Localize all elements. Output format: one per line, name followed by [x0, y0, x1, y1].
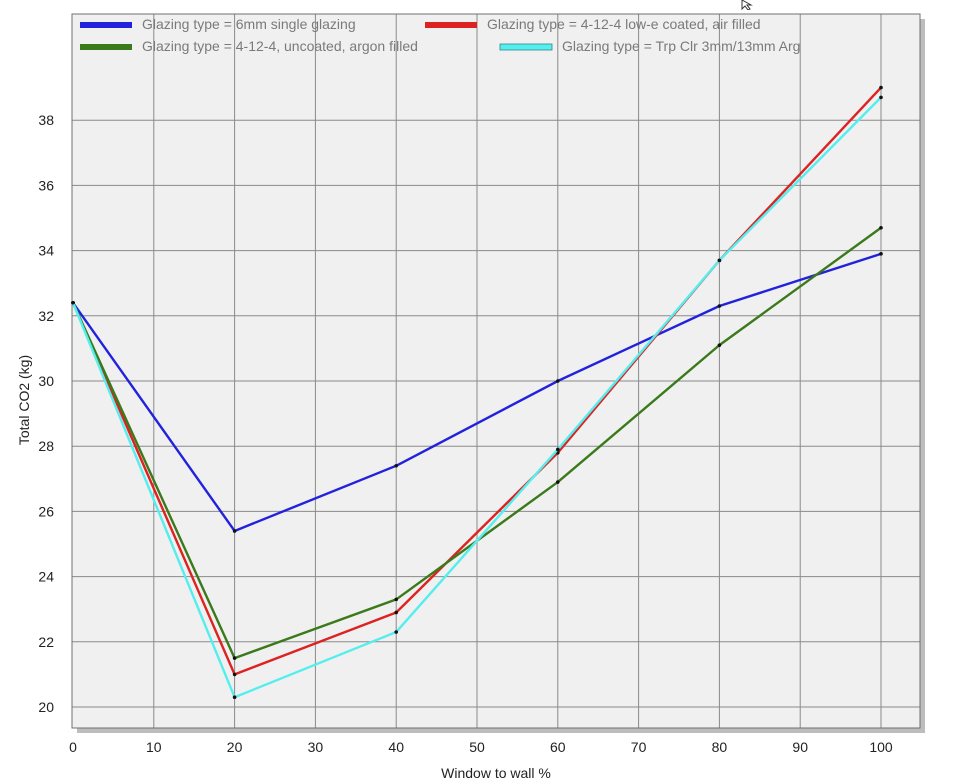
x-tick-label: 20 [227, 739, 243, 755]
y-tick-label: 32 [38, 308, 54, 324]
legend-label: Glazing type = Trp Clr 3mm/13mm Arg [562, 38, 800, 54]
data-point [71, 300, 75, 305]
y-tick-label: 36 [38, 177, 54, 193]
plot-background [72, 14, 920, 728]
y-tick-label: 26 [38, 503, 54, 519]
mouse-pointer-icon [741, 0, 753, 10]
x-tick-label: 50 [469, 739, 485, 755]
series-line [72, 252, 882, 533]
legend-swatch [499, 43, 553, 51]
data-point [394, 597, 399, 602]
x-tick-label: 0 [69, 739, 77, 755]
y-tick-label: 30 [38, 373, 54, 389]
plot-frame [71, 13, 921, 729]
legend-label: Glazing type = 4-12-4 low-e coated, air … [487, 16, 761, 32]
data-point [879, 85, 883, 90]
legend-item: Glazing type = 6mm single glazing [80, 16, 356, 32]
y-tick-label: 20 [38, 699, 54, 715]
y-tick-label: 28 [38, 438, 54, 454]
y-tick-label: 22 [38, 634, 54, 650]
data-point [232, 672, 237, 677]
data-point [232, 529, 237, 533]
data-point [879, 225, 883, 230]
legend-item: Glazing type = 4-12-4 low-e coated, air … [425, 16, 761, 32]
x-tick-label: 70 [631, 739, 647, 755]
data-point [879, 252, 883, 256]
legend-item: Glazing type = 4-12-4, uncoated, argon f… [80, 38, 418, 54]
data-point [717, 304, 722, 308]
x-axis-title: Window to wall % [441, 765, 551, 781]
legend-swatch [80, 44, 132, 50]
data-point [879, 95, 883, 100]
data-point [232, 656, 237, 660]
x-tick-label: 10 [146, 739, 162, 755]
data-point [556, 447, 560, 452]
legend-label: Glazing type = 6mm single glazing [142, 16, 356, 32]
x-tick-label: 30 [308, 739, 324, 755]
data-point [394, 463, 399, 468]
series-group [71, 95, 883, 700]
y-tick-label: 24 [38, 569, 54, 585]
y-tick-label: 38 [38, 112, 54, 128]
legend-label: Glazing type = 4-12-4, uncoated, argon f… [142, 38, 418, 54]
x-tick-label: 80 [712, 739, 728, 755]
legend-swatch [425, 22, 477, 28]
data-point [556, 480, 560, 484]
series-line [71, 96, 882, 699]
data-point [717, 343, 722, 347]
grid-lines [72, 14, 920, 728]
x-tick-label: 90 [792, 739, 808, 755]
legend-item: Glazing type = Trp Clr 3mm/13mm Arg [499, 38, 800, 54]
data-point [717, 258, 722, 263]
x-tick-label: 100 [869, 739, 893, 755]
y-tick-label: 34 [38, 243, 54, 259]
x-tick-label: 40 [388, 739, 404, 755]
data-point [394, 630, 399, 634]
y-axis-title: Total CO2 (kg) [16, 355, 32, 445]
data-point [394, 610, 399, 615]
x-tick-label: 60 [550, 739, 566, 755]
data-point [232, 695, 237, 700]
legend-swatch [80, 22, 132, 28]
data-point [556, 379, 560, 383]
